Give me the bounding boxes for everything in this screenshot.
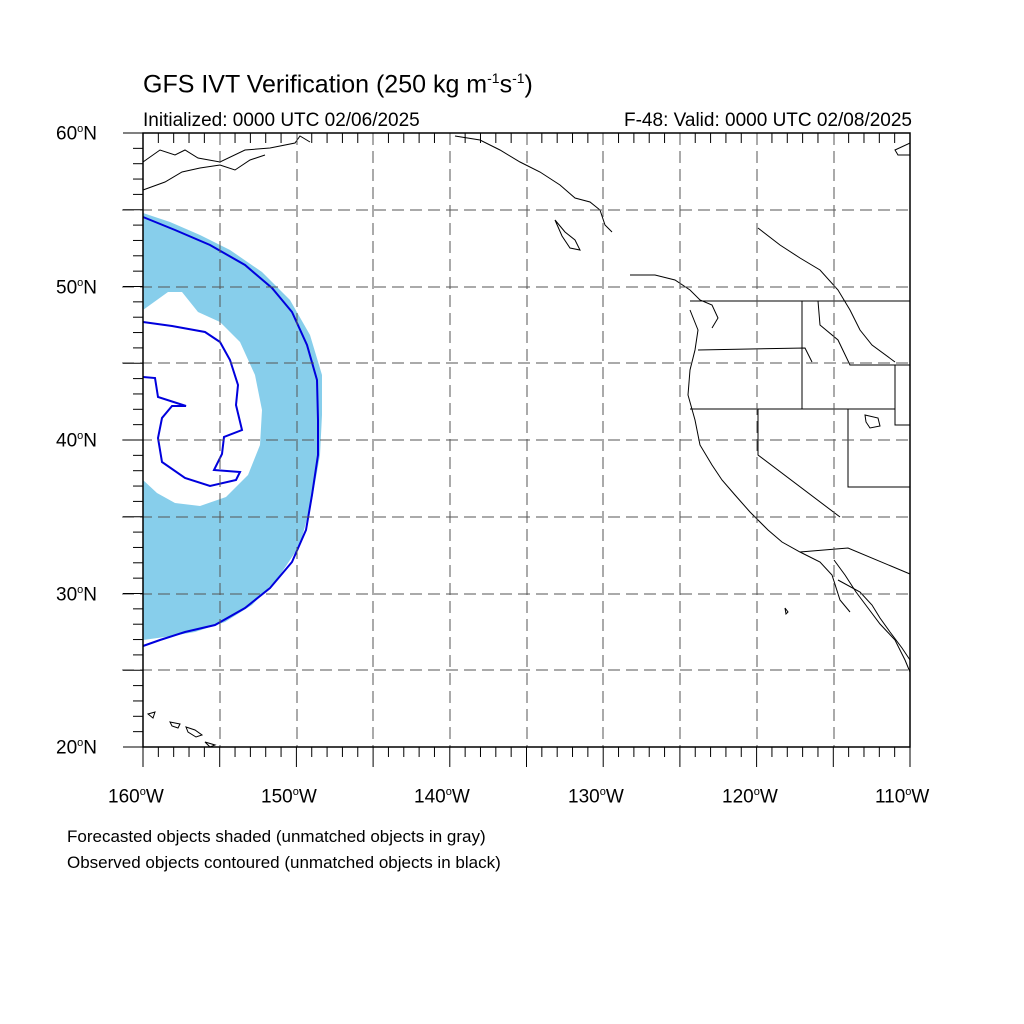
lon-label-110w: 110oW	[875, 786, 930, 808]
observed-ivt-contour-inner	[142, 321, 244, 488]
lat-label-40n: 40oN	[56, 430, 97, 452]
state-borders	[690, 300, 911, 575]
lat-label-30n: 30oN	[56, 584, 97, 606]
observed-ivt-contour	[142, 216, 319, 647]
valid-time: F-48: Valid: 0000 UTC 02/08/2025	[624, 110, 912, 131]
forecast-ivt-gap	[143, 382, 160, 432]
coastline	[142, 135, 911, 673]
lon-label-140w: 140oW	[414, 786, 470, 808]
axis-ticks	[123, 132, 911, 767]
islands	[146, 414, 881, 748]
observed-note: Observed objects contoured (unmatched ob…	[67, 853, 501, 872]
graticule	[122, 133, 910, 747]
lat-label-60n: 60oN	[56, 123, 97, 145]
lat-label-20n: 20oN	[56, 737, 97, 759]
lat-label-50n: 50oN	[56, 277, 97, 299]
lon-label-130w: 130oW	[568, 786, 624, 808]
lon-label-160w: 160oW	[108, 786, 164, 808]
forecast-ivt-object	[143, 213, 322, 640]
lon-label-120w: 120oW	[722, 786, 778, 808]
lon-label-150w: 150oW	[261, 786, 317, 808]
map-title: GFS IVT Verification (250 kg m-1s-1)	[143, 70, 533, 99]
forecast-note: Forecasted objects shaded (unmatched obj…	[67, 827, 486, 846]
initialized-time: Initialized: 0000 UTC 02/06/2025	[143, 110, 420, 131]
